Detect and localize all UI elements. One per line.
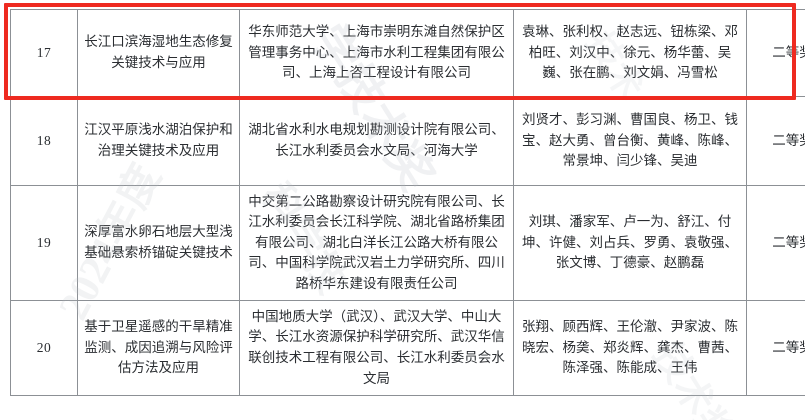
table-row: 19 深厚富水卵石地层大型浅基础悬索桥锚碇关键技术 中交第二公路勘察设计研究院有… — [10, 185, 805, 301]
award-table-body: 17 长江口滨海湿地生态修复关键技术与应用 华东师范大学、上海市崇明东滩自然保护… — [10, 9, 805, 396]
cell-award-level: 二等奖 — [746, 96, 805, 186]
award-table: 17 长江口滨海湿地生态修复关键技术与应用 华东师范大学、上海市崇明东滩自然保护… — [10, 9, 805, 396]
cell-award-level: 二等奖 — [746, 185, 805, 301]
cell-people: 张翔、顾西辉、王伦澈、尹家波、陈晓宏、杨䶮、郑炎辉、龚杰、曹茜、陈泽强、陈能成、… — [513, 300, 747, 396]
cell-organizations: 湖北省水利水电规划勘测设计院有限公司、长江水利委员会水文局、河海大学 — [239, 96, 514, 186]
cell-index: 19 — [10, 185, 78, 301]
cell-people: 刘琪、潘家军、卢一为、舒江、付坤、许健、刘占兵、罗勇、袁敬强、张文博、丁德豪、赵… — [513, 185, 747, 301]
cell-award-level: 二等奖 — [746, 9, 805, 97]
cell-organizations: 中交第二公路勘察设计研究院有限公司、长江水利委员会长江科学院、湖北省路桥集团有限… — [239, 185, 514, 301]
cell-index: 20 — [10, 300, 78, 396]
cell-people: 袁琳、张利权、赵志远、钮栋梁、邓柏旺、刘汉中、徐元、杨华蕾、吴巍、张在鹏、刘文娟… — [513, 9, 747, 97]
cell-title: 深厚富水卵石地层大型浅基础悬索桥锚碇关键技术 — [77, 185, 240, 301]
table-row: 20 基于卫星遥感的干旱精准监测、成因追溯与风险评估方法及应用 中国地质大学（武… — [10, 300, 805, 396]
cell-organizations: 华东师范大学、上海市崇明东滩自然保护区管理事务中心、上海市水利工程集团有限公司、… — [239, 9, 514, 97]
cell-title: 基于卫星遥感的干旱精准监测、成因追溯与风险评估方法及应用 — [77, 300, 240, 396]
cell-index: 17 — [10, 9, 78, 97]
cell-index: 18 — [10, 96, 78, 186]
cell-title: 长江口滨海湿地生态修复关键技术与应用 — [77, 9, 240, 97]
table-row: 18 江汉平原浅水湖泊保护和治理关键技术及应用 湖北省水利水电规划勘测设计院有限… — [10, 96, 805, 186]
cell-people: 刘贤才、彭习渊、曹国良、杨卫、钱宝、赵大勇、曾台衡、黄峰、陈峰、常景坤、闫少锋、… — [513, 96, 747, 186]
cell-organizations: 中国地质大学（武汉）、武汉大学、中山大学、长江水资源保护科学研究所、武汉华信联创… — [239, 300, 514, 396]
award-table-container: 17 长江口滨海湿地生态修复关键技术与应用 华东师范大学、上海市崇明东滩自然保护… — [10, 9, 805, 396]
cell-title: 江汉平原浅水湖泊保护和治理关键技术及应用 — [77, 96, 240, 186]
cell-award-level: 二等奖 — [746, 300, 805, 396]
table-row: 17 长江口滨海湿地生态修复关键技术与应用 华东师范大学、上海市崇明东滩自然保护… — [10, 9, 805, 97]
